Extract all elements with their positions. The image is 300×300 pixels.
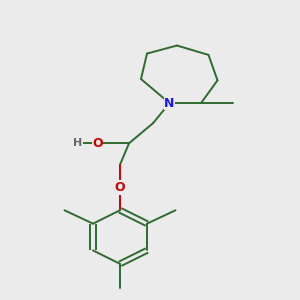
Text: O: O	[92, 137, 103, 150]
Text: N: N	[164, 97, 175, 110]
Text: H: H	[73, 138, 82, 148]
Text: O: O	[115, 181, 125, 194]
